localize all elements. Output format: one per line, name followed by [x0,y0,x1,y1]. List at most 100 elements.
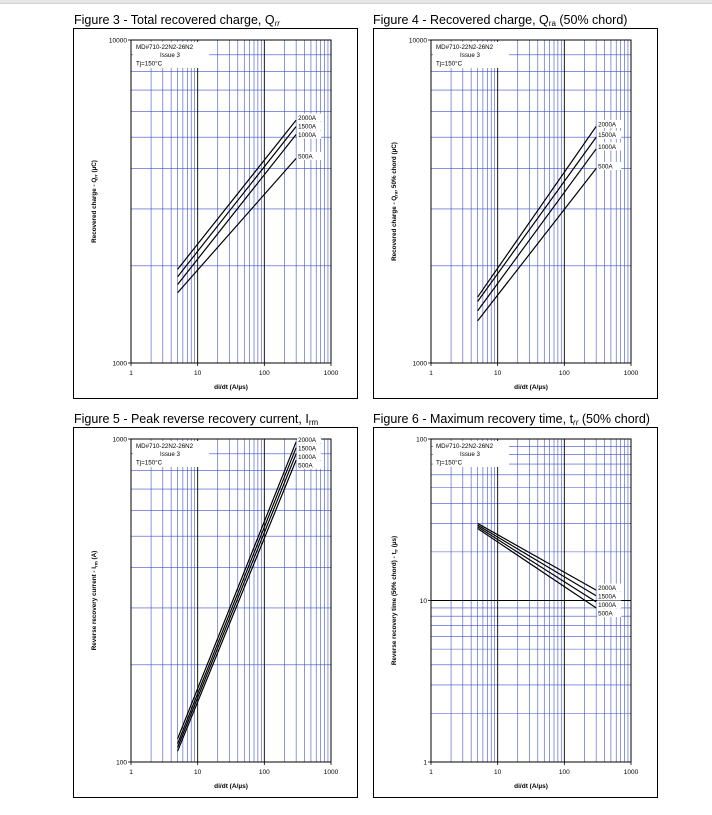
legend-background [597,609,622,618]
series-line-500A [177,459,297,752]
x-tick-label: 1 [129,769,133,776]
x-tick-label: 1 [129,370,133,377]
legend-label-2000A: 2000A [598,585,617,592]
legend-label-1500A: 1500A [298,124,317,131]
x-tick-label: 1000 [324,769,339,776]
page-top-rule [0,0,712,4]
y-tick-label: 1000 [413,360,428,367]
figure-5-plot: 1 10 100 1000 100 1000 di/dt (A/µs) Reverse rec… [91,435,339,790]
series-line-1000A [477,148,597,312]
series-line-1000A [177,453,297,748]
annotation-background [433,441,509,467]
series-line-500A [477,168,597,322]
annotation-background [133,441,209,467]
legend-label-1500A: 1500A [598,594,617,601]
x-tick-label: 10 [494,769,502,776]
legend-label-1000A: 1000A [598,144,617,151]
figure-6-plot: 1 10 100 1000 1 10 100 di/dt (A/µs) Reverse reco… [391,436,639,790]
x-tick-label: 100 [259,769,270,776]
legend-background [597,600,622,609]
figure-3-plot: 1 10 100 1000 1000 10000 di/dt (A/µs) Recovered… [91,37,339,391]
legend-label-2000A: 2000A [598,121,617,128]
series-line-1000A [477,526,597,603]
series-line-1500A [477,524,597,597]
annotation-line: MD#710-22N2-26N2 [136,443,194,450]
legend-background [297,151,322,160]
series-line-1000A [177,134,297,285]
x-tick-label: 10 [494,370,502,377]
legend-label-500A: 500A [598,611,613,618]
annotation-line: MD#710-22N2-26N2 [136,44,194,51]
x-axis-label: di/dt (A/µs) [214,384,248,391]
x-tick-label: 100 [259,370,270,377]
y-tick-label: 10 [420,598,428,605]
x-tick-label: 1000 [624,769,639,776]
annotation-background [133,42,209,68]
legend-label-500A: 500A [598,164,613,171]
legend-label-1000A: 1000A [298,132,317,139]
figure-3-title: Figure 3 - Total recovered charge, Qrr [74,13,280,28]
legend-label-2000A: 2000A [298,437,317,444]
annotation-line: MD#710-22N2-26N2 [436,443,494,450]
legend-background [297,460,322,469]
y-axis-label: Reverse recovery time (50% chord) - trr … [391,536,399,665]
x-axis-label: di/dt (A/µs) [214,783,248,790]
legend-background [597,119,622,128]
x-tick-label: 100 [559,370,570,377]
figure-5-title: Figure 5 - Peak reverse recovery current… [74,412,319,427]
legend-background [297,113,322,122]
series-line-2000A [477,522,597,591]
y-tick-label: 100 [416,436,427,443]
annotation-line: Issue 3 [460,451,481,458]
series-line-1500A [177,126,297,278]
figure-4-plot: 1 10 100 1000 1000 10000 di/dt (A/µs) Recovered… [391,37,639,391]
series-line-500A [477,528,597,609]
series-line-2000A [177,441,297,740]
y-tick-label: 10000 [409,37,427,44]
legend-background [297,122,322,131]
y-axis-label: Recovered charge - Qra, 50% chord (µC) [391,142,399,261]
series-line-1500A [177,447,297,744]
legend-label-500A: 500A [298,462,313,469]
y-axis-label: Recovered charge - Qrr (µC) [91,160,99,243]
legend-label-1000A: 1000A [598,602,617,609]
legend-background [597,583,622,592]
plot-border [130,438,332,763]
x-tick-label: 1 [429,769,433,776]
legend-background [297,130,322,139]
annotation-line: MD#710-22N2-26N2 [436,44,494,51]
annotation-line: Issue 3 [160,52,181,59]
annotation-line: Issue 3 [160,451,181,458]
plot-area [131,439,331,762]
x-tick-label: 1000 [624,370,639,377]
legend-background [597,142,622,151]
y-tick-label: 1 [423,759,427,766]
annotation-line: Tj=150°C [436,60,463,67]
legend-background [597,162,622,171]
x-tick-label: 100 [559,769,570,776]
x-tick-label: 1 [429,370,433,377]
x-tick-label: 10 [194,370,202,377]
legend-label-1500A: 1500A [298,445,317,452]
legend-background [597,592,622,601]
plot-area [431,40,631,363]
series-line-500A [177,157,297,294]
y-tick-label: 1000 [113,360,128,367]
x-tick-label: 10 [194,769,202,776]
legend-label-500A: 500A [298,153,313,160]
x-axis-label: di/dt (A/µs) [514,783,548,790]
annotation-background [433,42,509,68]
series-line-2000A [177,119,297,270]
legend-background [297,452,322,461]
legend-background [297,443,322,452]
annotation-line: Tj=150°C [136,60,163,67]
legend-label-2000A: 2000A [298,115,317,122]
annotation-line: Tj=150°C [436,459,463,466]
plot-border [430,39,632,364]
figure-6-title: Figure 6 - Maximum recovery time, trr (5… [373,412,650,427]
figure-4-title: Figure 4 - Recovered charge, Qra (50% ch… [373,13,628,28]
